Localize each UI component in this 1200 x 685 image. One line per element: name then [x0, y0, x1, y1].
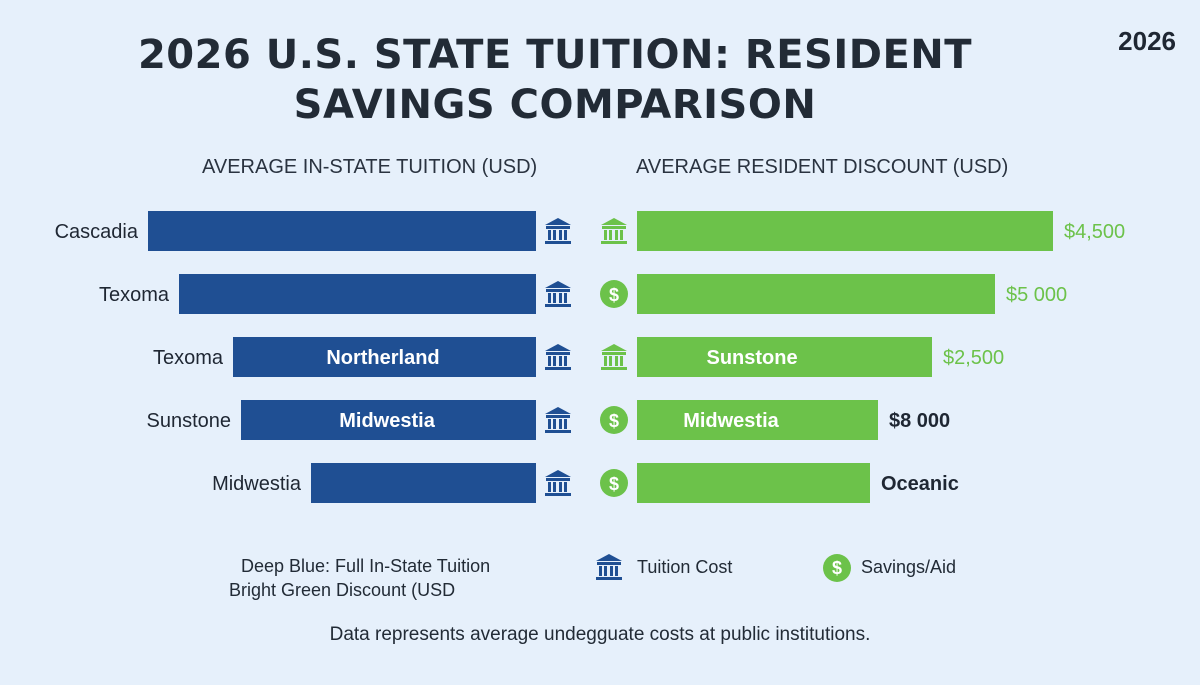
state-label: Sunstone: [146, 410, 231, 432]
dollar-icon: $: [823, 554, 851, 582]
value-label: Oceanic: [881, 473, 959, 495]
year-badge: 2026: [1118, 26, 1176, 56]
discount-bar-label: Midwestia: [683, 410, 779, 432]
value-label: $5 000: [1006, 284, 1067, 306]
tuition-bar-label: Midwestia: [339, 410, 435, 432]
svg-text:$: $: [609, 411, 619, 431]
bank-icon: [545, 344, 571, 370]
tuition-bar: [233, 337, 536, 377]
discount-bar: [637, 211, 1053, 251]
state-label: Texoma: [153, 347, 224, 369]
svg-text:$: $: [609, 474, 619, 494]
legend-line-1: Deep Blue: Full In-State Tuition: [241, 556, 491, 576]
value-label: $8 000: [889, 410, 950, 432]
bank-icon: [545, 218, 571, 244]
discount-bar: [637, 400, 878, 440]
title-line-2: SAVINGS COMPARISON: [293, 82, 817, 128]
tuition-bar: [179, 274, 536, 314]
bank-icon: [601, 218, 627, 244]
bank-icon: [601, 344, 627, 370]
dollar-icon: $: [600, 406, 628, 434]
bank-icon: [596, 554, 622, 580]
dollar-icon: $: [600, 469, 628, 497]
discount-bar-label: Sunstone: [706, 347, 797, 369]
bank-icon: [545, 281, 571, 307]
tuition-bar-label: Northerland: [326, 347, 439, 369]
state-label: Texoma: [99, 284, 170, 306]
chart-title: 2026 U.S. STATE TUITION: RESIDENT SAVING…: [130, 30, 980, 130]
legend-savings-label: Savings/Aid: [861, 557, 957, 577]
bank-icon: [545, 407, 571, 433]
butterfly-bar-chart: Cascadia $4,500 Texoma $5 000 $ Texoma Norther…: [55, 211, 1125, 503]
tuition-bar: [148, 211, 536, 251]
legend-tuition-label: Tuition Cost: [637, 557, 733, 577]
footnote: Data represents average undegguate costs…: [329, 624, 871, 645]
discount-bar: [637, 337, 932, 377]
svg-text:$: $: [609, 285, 619, 305]
legend-line-2: Bright Green Discount (USD: [229, 580, 456, 600]
state-label: Midwestia: [212, 473, 302, 495]
state-label: Cascadia: [55, 221, 139, 243]
value-label: $4,500: [1064, 221, 1125, 243]
title-line-1: 2026 U.S. STATE TUITION: RESIDENT: [137, 32, 973, 78]
right-axis-title: AVERAGE RESIDENT DISCOUNT (USD): [636, 156, 1009, 178]
dollar-icon: $: [600, 280, 628, 308]
bank-icon: [545, 470, 571, 496]
discount-bar: [637, 463, 870, 503]
value-label: $2,500: [943, 347, 1004, 369]
tuition-bar: [311, 463, 536, 503]
left-axis-title: AVERAGE IN-STATE TUITION (USD): [202, 156, 538, 178]
discount-bar: [637, 274, 995, 314]
tuition-bar: [241, 400, 536, 440]
svg-text:$: $: [832, 558, 842, 578]
